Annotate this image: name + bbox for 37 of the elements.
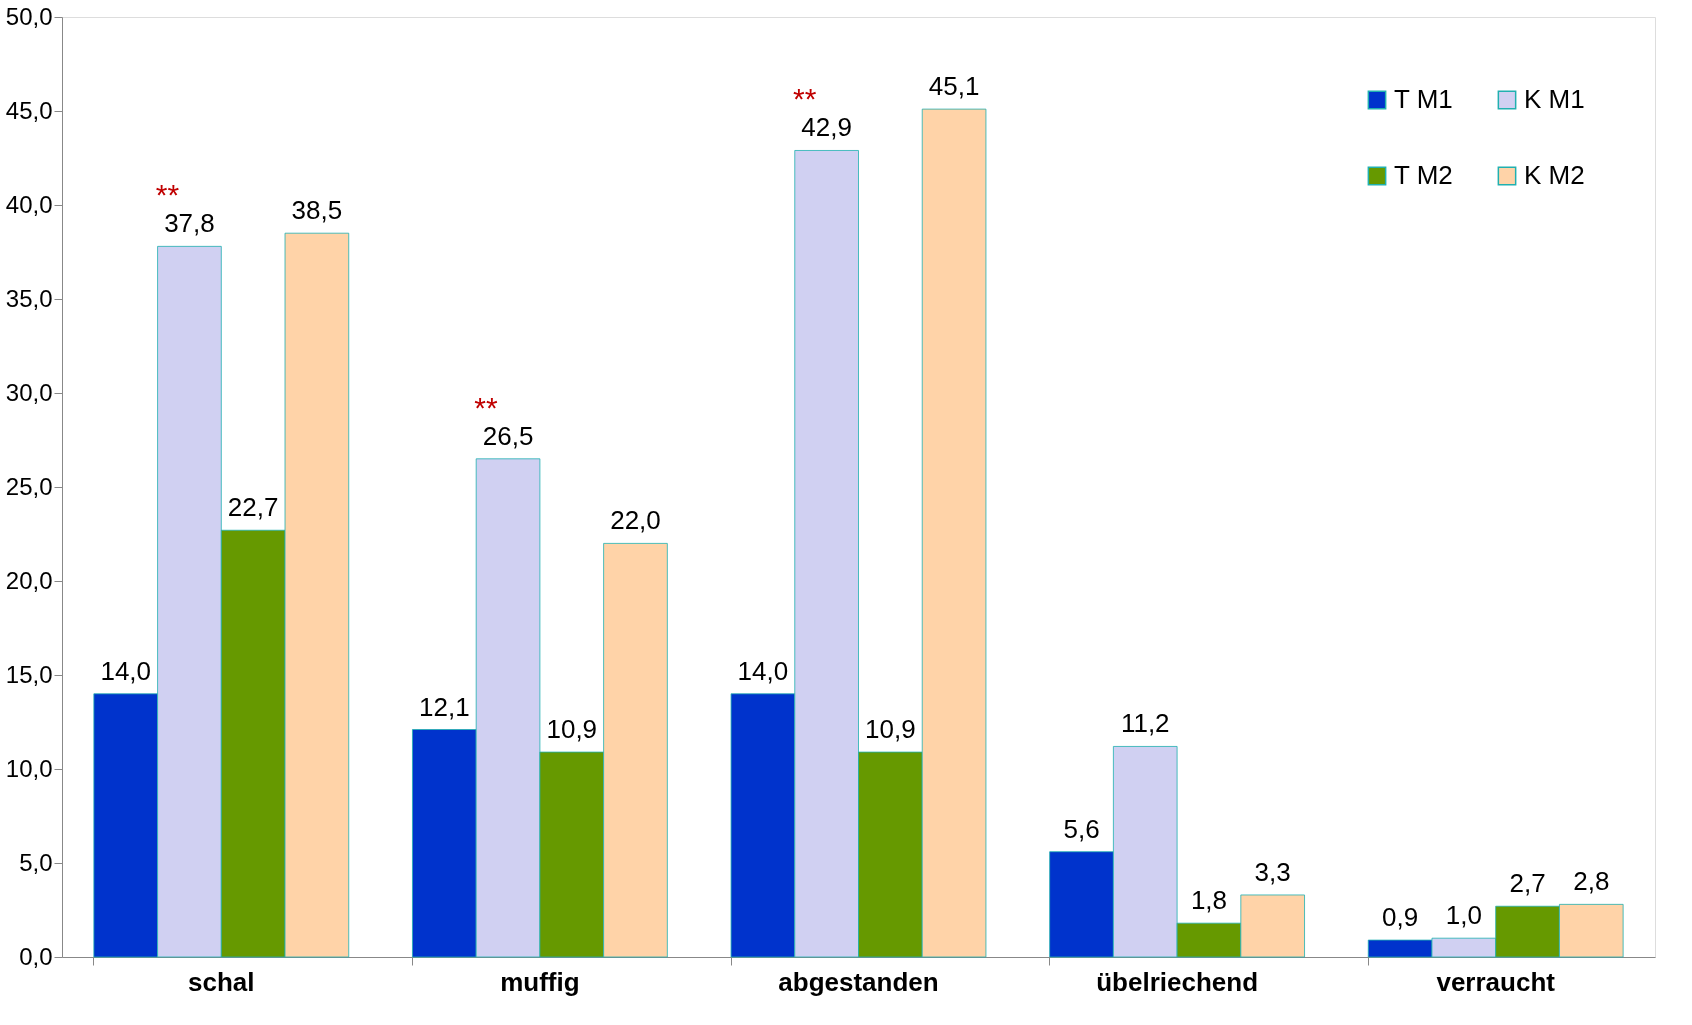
data-label: 12,1 [419,691,470,722]
legend-label: T M2 [1394,160,1453,190]
legend-label: K M2 [1524,160,1585,190]
y-tick-label: 5,0 [19,848,53,876]
data-label: 38,5 [291,195,343,226]
data-label: 14,0 [737,655,789,686]
data-label: 22,0 [610,505,661,536]
data-label: 10,9 [865,714,916,745]
x-tick-label: verraucht [1436,966,1556,997]
y-tick-label: 50,0 [5,2,53,30]
data-label: 2,7 [1509,868,1546,899]
y-tick-label: 0,0 [19,942,53,970]
y-tick-label: 45,0 [5,96,53,124]
data-label: 0,9 [1382,902,1419,933]
data-label: 22,7 [227,492,279,523]
y-tick-label: 35,0 [5,284,53,312]
x-tick-label: abgestanden [778,966,939,997]
data-label: 3,3 [1254,856,1291,887]
x-tick-label: schal [188,966,255,997]
y-tick-label: 10,0 [5,754,53,782]
y-tick-label: 25,0 [5,472,53,500]
legend-label: T M1 [1394,84,1453,114]
data-label: 1,0 [1445,900,1482,931]
data-label: 2,8 [1573,866,1610,897]
y-tick-label: 30,0 [5,378,53,406]
y-tick-label: 15,0 [5,660,53,688]
y-tick-label: 40,0 [5,190,53,218]
data-label: 10,9 [546,714,598,745]
x-tick-label: muffig [500,966,580,997]
data-label: 1,8 [1190,885,1228,916]
y-tick-label: 20,0 [5,566,53,594]
data-label: 5,6 [1063,813,1100,844]
data-label: 14,0 [100,655,152,686]
x-tick-label: übelriechend [1096,966,1259,997]
legend-label: K M1 [1524,84,1585,114]
data-label: 45,1 [928,71,980,102]
data-label: 11,2 [1120,708,1170,739]
